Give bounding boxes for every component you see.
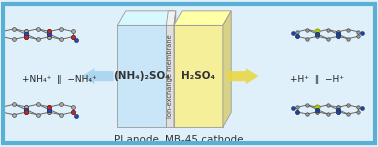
Polygon shape (166, 11, 175, 127)
Bar (174, 25, 223, 127)
Polygon shape (82, 68, 114, 84)
Bar (118, 25, 166, 127)
Polygon shape (223, 11, 231, 127)
Polygon shape (174, 11, 231, 25)
Bar (166, 25, 174, 127)
Text: (NH₄)₂SO₄: (NH₄)₂SO₄ (113, 71, 170, 81)
Polygon shape (227, 68, 259, 84)
Text: +H⁺  ‖  −H⁺: +H⁺ ‖ −H⁺ (290, 75, 344, 84)
Text: MB-45 cathode: MB-45 cathode (165, 135, 243, 145)
Text: PI anode: PI anode (114, 135, 159, 145)
Text: +NH₄⁺  ‖  −NH₄⁺: +NH₄⁺ ‖ −NH₄⁺ (22, 75, 96, 84)
Polygon shape (174, 11, 176, 127)
Polygon shape (166, 11, 176, 25)
Text: H₂SO₄: H₂SO₄ (181, 71, 215, 81)
Text: Ion-exchange membrane: Ion-exchange membrane (167, 34, 173, 118)
Polygon shape (118, 11, 175, 25)
